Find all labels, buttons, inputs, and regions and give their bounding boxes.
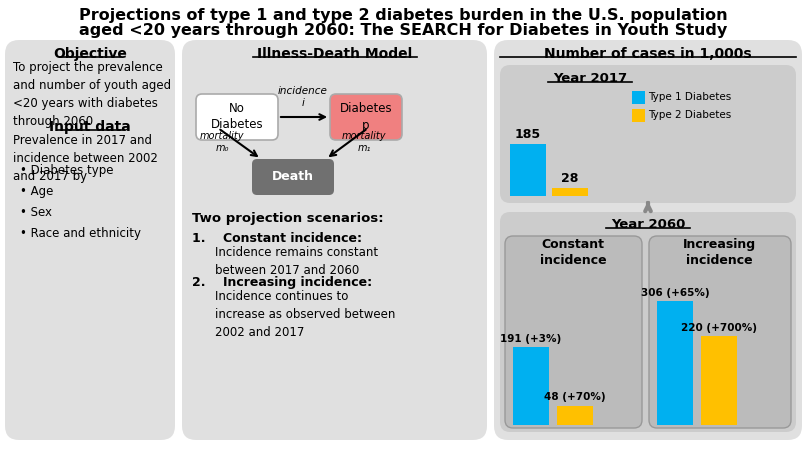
Text: 220 (+700%): 220 (+700%): [681, 323, 757, 333]
Text: Incidence remains constant
between 2017 and 2060: Incidence remains constant between 2017 …: [215, 246, 378, 277]
Text: Input data: Input data: [49, 120, 131, 134]
Text: Constant
incidence: Constant incidence: [540, 238, 606, 267]
Text: mortality
m₀: mortality m₀: [200, 131, 245, 153]
Text: 48 (+70%): 48 (+70%): [544, 392, 606, 402]
Text: Year 2060: Year 2060: [611, 218, 685, 231]
Text: 1.    Constant incidence:: 1. Constant incidence:: [192, 232, 362, 245]
Bar: [632, 91, 645, 104]
Bar: [557, 405, 593, 425]
Text: Prevalence in 2017 and
incidence between 2002
and 2017 by: Prevalence in 2017 and incidence between…: [13, 134, 158, 183]
Text: Type 2 Diabetes: Type 2 Diabetes: [648, 110, 731, 120]
Text: Type 1 Diabetes: Type 1 Diabetes: [648, 92, 731, 102]
Text: No
Diabetes: No Diabetes: [211, 103, 263, 131]
Text: • Age: • Age: [20, 185, 53, 198]
Bar: [657, 301, 693, 425]
Bar: [513, 347, 549, 425]
Text: aged <20 years through 2060: The SEARCH for Diabetes in Youth Study: aged <20 years through 2060: The SEARCH …: [79, 23, 727, 38]
Text: 306 (+65%): 306 (+65%): [641, 288, 709, 298]
FancyBboxPatch shape: [252, 159, 334, 195]
FancyBboxPatch shape: [494, 40, 802, 440]
FancyBboxPatch shape: [505, 236, 642, 428]
FancyBboxPatch shape: [649, 236, 791, 428]
Text: Increasing
incidence: Increasing incidence: [683, 238, 755, 267]
Text: Projections of type 1 and type 2 diabetes burden in the U.S. population: Projections of type 1 and type 2 diabete…: [79, 8, 727, 23]
Text: Objective: Objective: [53, 47, 127, 61]
FancyBboxPatch shape: [182, 40, 487, 440]
Text: Diabetes
p: Diabetes p: [340, 103, 392, 131]
Text: Illness-Death Model: Illness-Death Model: [257, 47, 412, 61]
Text: Number of cases in 1,000s: Number of cases in 1,000s: [544, 47, 752, 61]
FancyBboxPatch shape: [5, 40, 175, 440]
Text: 191 (+3%): 191 (+3%): [500, 334, 562, 344]
Bar: [552, 188, 588, 196]
Text: 2.    Increasing incidence:: 2. Increasing incidence:: [192, 276, 372, 289]
FancyBboxPatch shape: [500, 65, 796, 203]
Text: incidence
i: incidence i: [278, 86, 328, 108]
Text: • Race and ethnicity: • Race and ethnicity: [20, 227, 141, 240]
Text: Year 2017: Year 2017: [553, 72, 627, 85]
Text: 185: 185: [515, 128, 541, 141]
Text: mortality
m₁: mortality m₁: [341, 131, 387, 153]
FancyBboxPatch shape: [330, 94, 402, 140]
FancyBboxPatch shape: [196, 94, 278, 140]
Text: To project the prevalence
and number of youth aged
<20 years with diabetes
throu: To project the prevalence and number of …: [13, 61, 171, 128]
Text: Incidence continues to
increase as observed between
2002 and 2017: Incidence continues to increase as obser…: [215, 290, 395, 339]
Bar: [701, 336, 737, 425]
Bar: [632, 109, 645, 122]
Text: 28: 28: [562, 172, 579, 185]
Text: • Diabetes type: • Diabetes type: [20, 164, 114, 177]
Text: Two projection scenarios:: Two projection scenarios:: [192, 212, 383, 225]
FancyBboxPatch shape: [500, 212, 796, 432]
Text: Death: Death: [272, 171, 314, 184]
Text: • Sex: • Sex: [20, 206, 52, 219]
Bar: [510, 144, 546, 196]
